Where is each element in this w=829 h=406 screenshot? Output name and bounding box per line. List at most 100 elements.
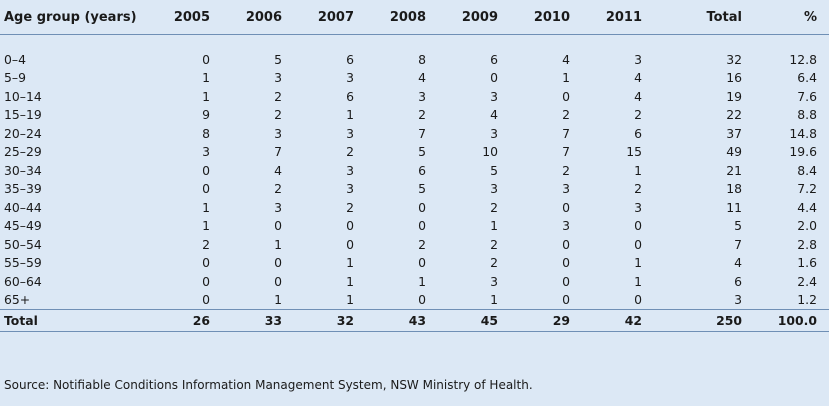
total-cell: 45 [438,309,510,332]
column-header: 2009 [438,0,510,35]
table-cell: 2 [490,236,498,252]
table-cell: 3 [634,199,642,215]
table-cell: 5 [734,218,742,234]
table-row: 0–4 0 5 6 8 6 4 3 32 12.8 [0,50,829,69]
table-cell: 14.8 [789,125,817,141]
table-cell: 5 [490,162,498,178]
table-cell: 3 [202,144,210,160]
table-cell: 2 [490,255,498,271]
table-cell: 2 [274,181,282,197]
table-cell: 0 [562,199,570,215]
table-cell: 0 [346,236,354,252]
row-label: 40–44 [4,199,42,215]
table-cell: 4.4 [797,199,817,215]
table-cell: 7 [562,125,570,141]
row-label: 30–34 [4,162,42,178]
table-cell: 0 [202,162,210,178]
table-cell: 0 [418,255,426,271]
table-cell: 1 [634,273,642,289]
table-cell: 16 [726,70,742,86]
row-label: 45–49 [4,218,42,234]
table-cell: 6 [418,162,426,178]
source-note: Source: Notifiable Conditions Informatio… [4,378,533,392]
table-cell: 6 [634,125,642,141]
table-cell: 2 [562,107,570,123]
table-cell: 0 [418,218,426,234]
table-row: 15–19 9 2 1 2 4 2 2 22 8.8 [0,106,829,125]
table-cell: 5 [274,51,282,67]
table-cell: 0 [562,292,570,308]
table-row: 35–39 0 2 3 5 3 3 2 18 7.2 [0,180,829,199]
row-label: 65+ [4,292,31,308]
table-body: 0–4 0 5 6 8 6 4 3 32 12.8 5–9 1 3 3 4 0 1 4 16 6.4 10–14 1 2 6 3… [0,35,829,332]
table-cell: 0 [634,292,642,308]
table-cell: 0 [634,236,642,252]
table-cell: 0 [418,292,426,308]
column-header: 2006 [222,0,294,35]
table-cell: 11 [726,199,742,215]
table-cell: 8 [202,125,210,141]
row-label: 25–29 [4,144,42,160]
table-cell: 0 [562,236,570,252]
table-cell: 5 [418,144,426,160]
table-cell: 0 [274,218,282,234]
table-cell: 2 [274,88,282,104]
table-cell: 18 [726,181,742,197]
header-age-group: Age group (years) [0,0,150,35]
table-cell: 6 [346,88,354,104]
column-header: 2005 [150,0,222,35]
table-cell: 0 [562,255,570,271]
table-cell: 1 [634,162,642,178]
table-cell: 2 [418,236,426,252]
table-row: 10–14 1 2 6 3 3 0 4 19 7.6 [0,87,829,106]
table-cell: 0 [562,273,570,289]
table-cell: 4 [634,70,642,86]
table-cell: 4 [274,162,282,178]
table-cell: 7 [734,236,742,252]
table-row: 30–34 0 4 3 6 5 2 1 21 8.4 [0,161,829,180]
table-cell: 3 [734,292,742,308]
row-label: 60–64 [4,273,42,289]
table-cell: 49 [726,144,742,160]
table-cell: 4 [490,107,498,123]
table-cell: 8.8 [797,107,817,123]
spacer-row [0,35,829,51]
table-row: 65+ 0 1 1 0 1 0 0 3 1.2 [0,291,829,310]
table-cell: 0 [202,292,210,308]
table-cell: 1 [346,107,354,123]
table-cell: 3 [346,125,354,141]
table-cell: 3 [346,181,354,197]
table-cell: 1 [346,255,354,271]
data-table: Age group (years) 2005 2006 2007 2008 2009 201… [0,0,829,332]
table-row: 40–44 1 3 2 0 2 0 3 11 4.4 [0,198,829,217]
table-cell: 5 [418,181,426,197]
table-cell: 1 [202,70,210,86]
row-label: 0–4 [4,51,26,67]
table-cell: 1 [490,218,498,234]
table-cell: 22 [726,107,742,123]
table-cell: 0 [274,255,282,271]
column-header: 2010 [510,0,582,35]
table-cell: 8.4 [797,162,817,178]
table-cell: 6 [490,51,498,67]
table-cell: 15 [626,144,642,160]
table-cell: 7 [562,144,570,160]
table-cell: 0 [490,70,498,86]
column-header: 2008 [366,0,438,35]
table-cell: 3 [490,273,498,289]
total-cell: 42 [582,309,654,332]
total-cell: 33 [222,309,294,332]
table-cell: 3 [274,125,282,141]
table-cell: 1.6 [797,255,817,271]
column-header: % [754,0,829,35]
table-row: 60–64 0 0 1 1 3 0 1 6 2.4 [0,272,829,291]
table-cell: 6.4 [797,70,817,86]
table-cell: 1 [418,273,426,289]
table-cell: 1 [562,70,570,86]
table-cell: 0 [562,88,570,104]
table-cell: 19 [726,88,742,104]
total-cell: 29 [510,309,582,332]
table-cell: 3 [418,88,426,104]
table-cell: 21 [726,162,742,178]
table-cell: 1 [634,255,642,271]
